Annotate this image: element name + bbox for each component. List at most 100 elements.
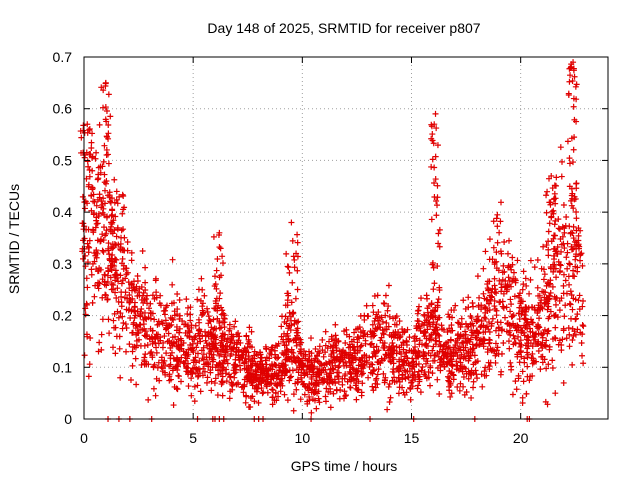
data-point-1033 — [568, 292, 575, 299]
data-point-1467 — [516, 310, 523, 317]
data-point-2821 — [433, 330, 440, 337]
data-point-950 — [226, 325, 233, 332]
data-point-2014 — [529, 372, 536, 379]
data-point-2430 — [493, 265, 500, 272]
data-point-1740 — [369, 329, 376, 336]
data-point-2744 — [213, 325, 220, 332]
data-point-1744 — [437, 367, 444, 374]
data-point-1429 — [209, 358, 216, 365]
data-point-989 — [372, 384, 379, 391]
data-point-394 — [523, 390, 530, 397]
y-tick-label-7: 0.7 — [53, 49, 73, 65]
data-point-1536 — [551, 334, 558, 341]
data-point-2918 — [569, 159, 576, 166]
data-point-1049 — [521, 332, 528, 339]
data-point-2527 — [522, 275, 529, 282]
data-point-2391 — [131, 343, 138, 350]
data-point-2914 — [565, 90, 572, 97]
data-point-1854 — [387, 359, 394, 366]
data-point-2225 — [391, 379, 398, 386]
data-point-2629 — [85, 181, 92, 188]
data-point-830 — [96, 121, 103, 128]
data-point-2493 — [411, 374, 418, 381]
data-point-2589 — [196, 370, 203, 377]
data-point-2244 — [358, 389, 365, 396]
data-point-2355 — [350, 347, 357, 354]
data-point-2494 — [527, 257, 534, 264]
data-point-669 — [163, 350, 170, 357]
data-point-2411 — [335, 378, 342, 385]
data-point-1277 — [508, 301, 515, 308]
data-point-2103 — [220, 365, 227, 372]
data-point-491 — [269, 386, 276, 393]
data-point-784 — [538, 353, 545, 360]
data-point-2578 — [501, 239, 508, 246]
data-point-2262 — [396, 332, 403, 339]
data-point-2456 — [224, 335, 231, 342]
data-point-799 — [531, 264, 538, 271]
data-point-1866 — [361, 330, 368, 337]
data-point-1793 — [227, 352, 234, 359]
data-point-1539 — [553, 294, 560, 301]
data-point-1366 — [245, 353, 252, 360]
data-point-805 — [505, 338, 512, 345]
data-point-543 — [153, 294, 160, 301]
data-point-2041 — [517, 343, 524, 350]
data-point-2671 — [105, 240, 112, 247]
data-point-2289 — [304, 400, 311, 407]
data-point-1625 — [111, 176, 118, 183]
data-point-183 — [124, 239, 131, 246]
data-point-2573 — [137, 308, 144, 315]
data-point-2059 — [133, 381, 140, 388]
data-point-2685 — [102, 79, 109, 86]
data-point-1698 — [460, 297, 467, 304]
data-point-729 — [373, 375, 380, 382]
data-point-704 — [153, 349, 160, 356]
data-point-2809 — [286, 323, 293, 330]
data-point-2026 — [293, 386, 300, 393]
data-point-2620 — [89, 185, 96, 192]
data-point-179 — [519, 399, 526, 406]
data-point-2598 — [484, 323, 491, 330]
data-point-2101 — [505, 274, 512, 281]
data-point-2841 — [428, 135, 435, 142]
data-point-1607 — [446, 313, 453, 320]
data-point-2251 — [252, 368, 259, 375]
data-point-1876 — [544, 306, 551, 313]
data-point-1873 — [269, 394, 276, 401]
data-point-2115 — [340, 347, 347, 354]
data-point-1863 — [506, 277, 513, 284]
data-point-2585 — [448, 355, 455, 362]
data-point-2180 — [449, 361, 456, 368]
data-point-1797 — [393, 350, 400, 357]
data-point-2823 — [432, 153, 439, 160]
plot-frame — [83, 56, 609, 420]
data-point-2886 — [543, 209, 550, 216]
data-point-2693 — [117, 272, 124, 279]
data-point-1791 — [255, 363, 262, 370]
data-point-2118 — [346, 333, 353, 340]
data-point-1427 — [545, 315, 552, 322]
data-point-2438 — [415, 348, 422, 355]
data-point-2855 — [434, 182, 441, 189]
data-point-2446 — [416, 376, 423, 383]
data-point-1665 — [570, 223, 577, 230]
data-point-2935 — [566, 155, 573, 162]
data-point-684 — [546, 343, 553, 350]
data-point-885 — [284, 397, 291, 404]
data-point-2830 — [428, 216, 435, 223]
data-point-2826 — [432, 176, 439, 183]
data-point-2909 — [574, 264, 581, 271]
data-point-2454 — [263, 374, 270, 381]
data-point-255 — [462, 331, 469, 338]
data-point-175 — [114, 285, 121, 292]
data-point-894 — [342, 340, 349, 347]
data-point-2402 — [316, 399, 323, 406]
data-point-2596 — [358, 365, 365, 372]
data-point-2637 — [80, 122, 87, 129]
data-point-2697 — [119, 210, 126, 217]
data-point-2767 — [211, 283, 218, 290]
data-point-151 — [174, 290, 181, 297]
data-point-2226 — [491, 259, 498, 266]
data-point-2066 — [281, 391, 288, 398]
